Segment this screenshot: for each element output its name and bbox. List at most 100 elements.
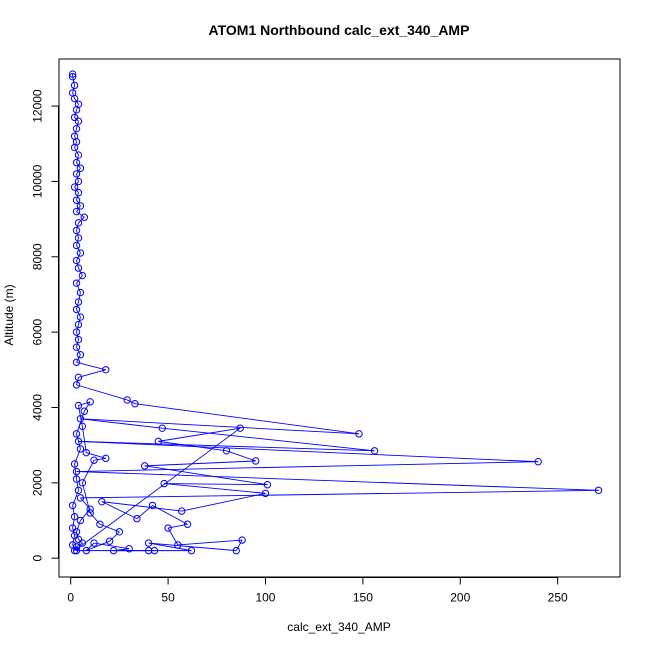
data-point <box>144 546 153 555</box>
series-line-segment <box>86 540 110 552</box>
data-point <box>534 458 542 466</box>
series-line-segment <box>78 216 85 224</box>
series-line-segment <box>177 539 243 546</box>
series-line-segment <box>164 483 268 486</box>
data-point <box>131 400 139 408</box>
series-line-segment <box>76 324 79 333</box>
data-point <box>72 467 81 476</box>
data-point <box>72 256 81 265</box>
series-points <box>68 70 603 555</box>
series-line-segment <box>80 508 91 521</box>
data-point <box>76 516 85 525</box>
data-point <box>68 70 77 78</box>
data-point <box>76 288 85 297</box>
data-point <box>74 486 83 495</box>
series-line-segment <box>76 211 85 218</box>
data-point <box>76 313 85 321</box>
series-line-segment <box>76 121 79 129</box>
data-point <box>72 207 81 216</box>
data-point <box>76 164 85 172</box>
data-point <box>70 460 79 468</box>
data-point <box>96 520 104 528</box>
series-line-segment <box>144 465 268 486</box>
x-tick-label: 50 <box>161 591 175 605</box>
data-point <box>74 219 83 227</box>
data-point <box>261 489 270 498</box>
series-line-segment <box>89 512 101 525</box>
y-axis-label: Altitude (m) <box>2 284 16 345</box>
series-line-segment <box>72 516 76 529</box>
series-line-segment <box>76 461 539 472</box>
data-point <box>76 351 85 359</box>
y-tick-label: 6000 <box>31 318 45 345</box>
series-line-segment <box>80 489 599 499</box>
data-point <box>174 541 182 549</box>
data-point <box>74 117 83 125</box>
data-point <box>102 366 110 374</box>
data-point <box>72 305 81 314</box>
data-point <box>70 183 79 191</box>
data-point <box>72 279 81 287</box>
data-point <box>74 298 83 306</box>
series-line-segment <box>134 403 360 435</box>
data-point <box>70 113 79 122</box>
data-point <box>68 501 77 510</box>
data-point <box>90 539 98 547</box>
series-line-segment <box>76 384 128 401</box>
series-line-segment <box>81 482 91 514</box>
data-point <box>115 528 124 536</box>
data-point <box>68 524 77 532</box>
data-point <box>72 158 81 167</box>
series-line-segment <box>76 361 106 371</box>
series-line-segment <box>76 332 79 340</box>
data-point <box>74 151 83 159</box>
series-line-segment <box>80 418 360 435</box>
data-point <box>68 73 77 81</box>
data-point <box>70 94 79 103</box>
series-line-segment <box>226 450 256 462</box>
data-point <box>72 343 81 351</box>
y-axis: 0 2000 4000 6000 8000 10000 12000 <box>31 89 59 562</box>
series-line-segment <box>78 369 106 378</box>
data-point <box>68 541 77 549</box>
data-point <box>76 494 85 502</box>
data-point <box>74 177 83 186</box>
series-line-segment <box>235 539 243 551</box>
data-point <box>72 430 81 438</box>
data-point <box>76 415 85 423</box>
series-line-segment <box>76 237 79 246</box>
series-line-segment <box>74 463 77 480</box>
data-point <box>158 424 166 432</box>
data-point <box>80 407 89 415</box>
data-point <box>72 381 81 389</box>
series-line-segment <box>76 346 81 355</box>
data-point <box>72 475 81 483</box>
data-point <box>74 401 83 410</box>
series-line-segment <box>76 354 81 363</box>
series-line-segment <box>83 401 91 412</box>
series-line-segment <box>72 76 76 86</box>
plot-frame <box>58 58 621 578</box>
series-line-segment <box>74 128 77 137</box>
data-point <box>263 481 272 489</box>
series-line-segment <box>76 252 81 261</box>
data-point <box>123 396 131 404</box>
series-line-segment <box>81 460 95 484</box>
data-point <box>164 524 172 532</box>
data-point <box>78 271 87 280</box>
data-point <box>72 170 81 178</box>
data-point <box>148 501 157 510</box>
data-point <box>74 320 83 329</box>
series-line-segment <box>76 245 81 254</box>
series-line-segment <box>72 505 76 517</box>
series-line-segment <box>162 427 375 452</box>
series-line-segment <box>101 501 182 512</box>
x-axis-label: calc_ext_340_AMP <box>287 620 390 634</box>
data-point <box>125 545 133 553</box>
series-line-segment <box>101 501 138 520</box>
x-tick-label: 200 <box>450 591 470 605</box>
data-point <box>76 445 85 453</box>
series-line-segment <box>74 109 77 118</box>
series-line-segment <box>78 267 83 276</box>
y-tick-label: 12000 <box>31 89 45 123</box>
